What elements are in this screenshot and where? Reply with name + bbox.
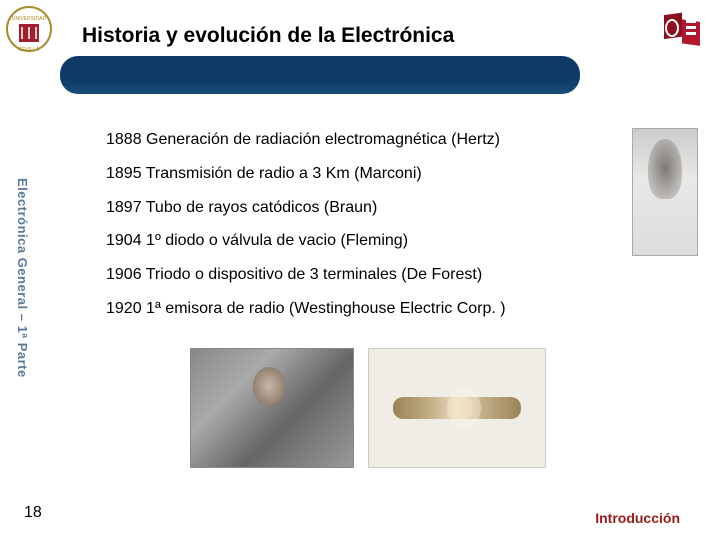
timeline-item: 1904 1º diodo o válvula de vacio (Flemin…	[106, 231, 606, 252]
page-number: 18	[24, 504, 42, 522]
scientist-photo	[190, 348, 354, 468]
vacuum-tube-image	[632, 128, 698, 256]
svg-text:UNIVERSIDAD: UNIVERSIDAD	[12, 16, 47, 22]
slide-title: Historia y evolución de la Electrónica	[82, 24, 454, 48]
timeline-item: 1906 Triodo o dispositivo de 3 terminale…	[106, 265, 606, 286]
course-vertical-label: Electrónica General – 1ª Parte	[10, 178, 30, 438]
svg-text:SEVILLA: SEVILLA	[19, 47, 40, 53]
timeline-list: 1888 Generación de radiación electromagn…	[106, 130, 606, 333]
section-label: Introducción	[595, 510, 680, 526]
timeline-item: 1895 Transmisión de radio a 3 Km (Marcon…	[106, 164, 606, 185]
title-underline-bar	[60, 56, 580, 94]
university-logo: UNIVERSIDAD SEVILLA	[4, 4, 54, 54]
triode-device-image	[368, 348, 546, 468]
department-logo	[658, 8, 708, 48]
timeline-item: 1888 Generación de radiación electromagn…	[106, 130, 606, 151]
timeline-item: 1920 1ª emisora de radio (Westinghouse E…	[106, 299, 606, 320]
timeline-item: 1897 Tubo de rayos catódicos (Braun)	[106, 198, 606, 219]
